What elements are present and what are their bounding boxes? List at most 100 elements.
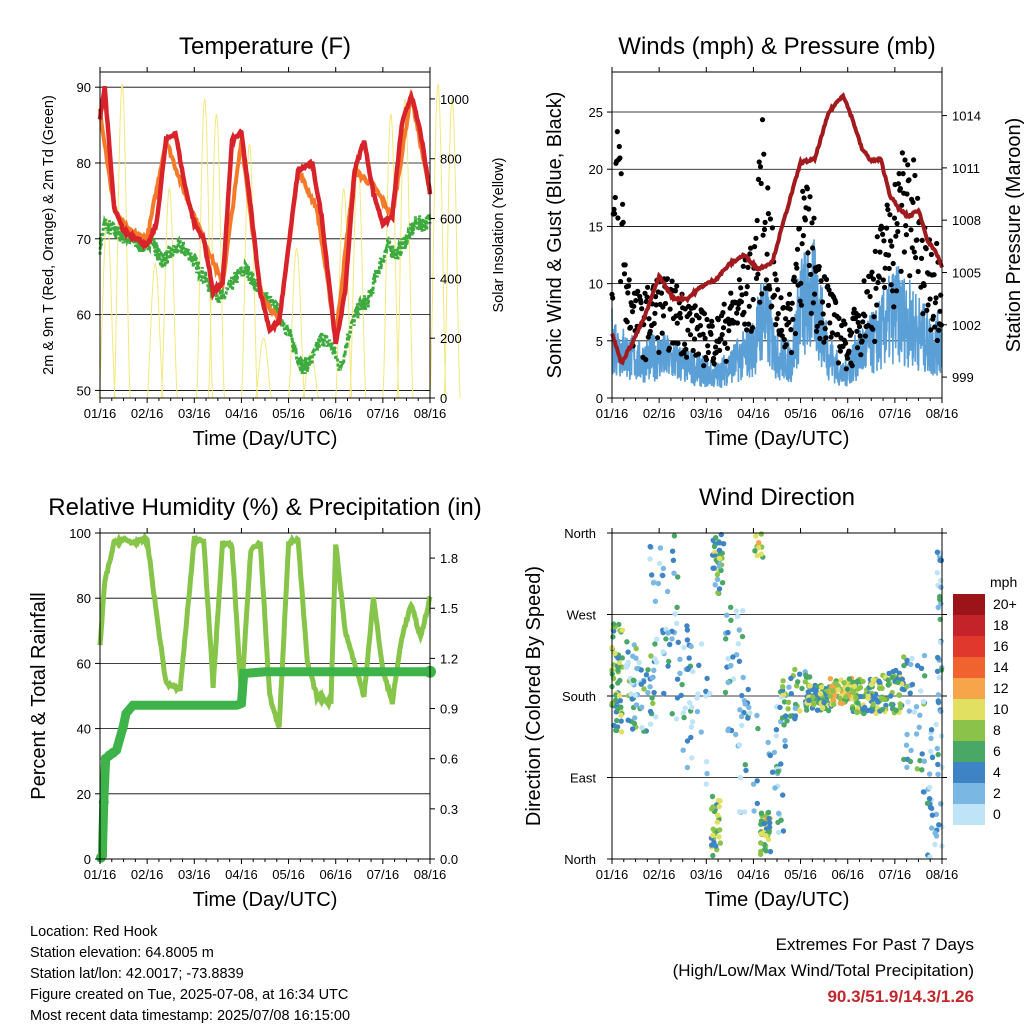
x-axis-label: Time (Day/UTC)	[193, 428, 338, 450]
gust-point	[887, 212, 893, 218]
direction-point	[704, 770, 710, 777]
created-text: Figure created on Tue, 2025-07-08, at 16…	[30, 987, 349, 1003]
direction-point	[928, 748, 934, 755]
direction-point	[849, 706, 856, 712]
direction-point	[851, 683, 858, 689]
gust-point	[870, 326, 876, 332]
direction-point	[739, 722, 745, 729]
direction-point	[688, 724, 695, 730]
direction-point	[733, 608, 740, 614]
gust-point	[631, 303, 637, 309]
direction-point	[619, 655, 625, 661]
insolation-line	[302, 352, 320, 399]
gust-point	[825, 302, 832, 308]
gust-point	[928, 251, 935, 258]
extremes-subtitle: (High/Low/Max Wind/Total Precipitation)	[672, 961, 974, 980]
gust-point	[785, 300, 791, 307]
insolation-line	[255, 337, 273, 399]
gust-point	[933, 295, 939, 301]
direction-point	[932, 841, 938, 848]
gust-point	[752, 244, 758, 250]
direction-point	[669, 711, 675, 717]
gust-point	[829, 330, 836, 336]
x-axis-label: Time (Day/UTC)	[705, 889, 850, 911]
direction-point	[630, 677, 637, 683]
direction-point	[720, 541, 727, 547]
gust-point	[723, 358, 729, 364]
direction-point	[677, 670, 683, 676]
direction-point	[795, 679, 801, 685]
gust-point	[753, 275, 760, 281]
gust-point	[618, 278, 624, 285]
y-tick-label: 60	[77, 656, 91, 671]
direction-point	[632, 692, 638, 698]
direction-point	[917, 712, 923, 718]
direction-point	[786, 684, 792, 690]
x-tick-label: 03/16	[178, 867, 211, 882]
direction-point	[628, 691, 634, 697]
gust-point	[625, 283, 632, 289]
chart-title: Relative Humidity (%) & Precipitation (i…	[48, 494, 481, 521]
gust-point	[757, 164, 764, 170]
direction-point	[615, 667, 621, 673]
extremes-title: Extremes For Past 7 Days	[775, 935, 974, 954]
direction-point	[716, 834, 722, 840]
gust-point	[877, 249, 883, 255]
gust-point	[889, 288, 896, 294]
legend-label: 0	[993, 806, 1001, 822]
gust-point	[667, 306, 673, 312]
direction-point	[821, 699, 827, 706]
insolation-line	[113, 83, 131, 399]
direction-point	[782, 713, 789, 719]
direction-point	[819, 705, 826, 711]
gust-point	[914, 237, 920, 243]
direction-point	[780, 684, 786, 690]
y2-tick-label: 999	[952, 370, 974, 385]
direction-point	[810, 694, 816, 700]
insolation-line	[443, 98, 461, 399]
direction-point	[684, 627, 691, 633]
direction-point	[663, 636, 669, 642]
gust-point	[759, 291, 765, 297]
direction-point	[751, 808, 757, 814]
gust-point	[687, 332, 694, 338]
direction-point	[625, 649, 631, 655]
legend-label: 2	[993, 785, 1001, 801]
direction-point	[777, 704, 783, 711]
direction-point	[924, 800, 931, 807]
direction-point	[927, 804, 934, 810]
y-tick-label: 80	[77, 591, 91, 606]
chart-title: Wind Direction	[699, 484, 855, 511]
direction-point	[929, 812, 936, 818]
gust-point	[810, 245, 816, 251]
gust-point	[881, 238, 887, 244]
direction-point	[746, 704, 752, 710]
legend-swatch	[953, 636, 985, 657]
direction-point	[610, 634, 616, 640]
direction-point	[695, 691, 701, 697]
y2-tick-label: 1.8	[440, 551, 458, 566]
gust-point	[915, 268, 921, 275]
gust-point	[859, 338, 865, 344]
gust-point	[753, 235, 759, 241]
direction-point	[719, 580, 726, 586]
latlon-text: Station lat/lon: 42.0017; -73.8839	[30, 966, 244, 982]
x-tick-label: 08/16	[414, 867, 447, 882]
temp-2m-line	[97, 86, 433, 345]
direction-point	[839, 700, 845, 707]
direction-point	[935, 655, 941, 661]
gust-point	[744, 327, 750, 333]
gust-point	[912, 172, 918, 179]
direction-point	[772, 785, 778, 791]
gust-point	[715, 317, 721, 323]
gust-point	[643, 357, 649, 363]
direction-point	[673, 620, 680, 627]
direction-point	[617, 677, 623, 684]
direction-point	[776, 810, 782, 816]
y-tick-label: 90	[77, 80, 91, 95]
y-axis-label: Station Pressure (Maroon)	[1003, 118, 1024, 353]
direction-point	[671, 533, 678, 539]
x-tick-label: 05/16	[784, 867, 817, 882]
gust-point	[934, 240, 940, 247]
gust-point	[713, 344, 719, 350]
